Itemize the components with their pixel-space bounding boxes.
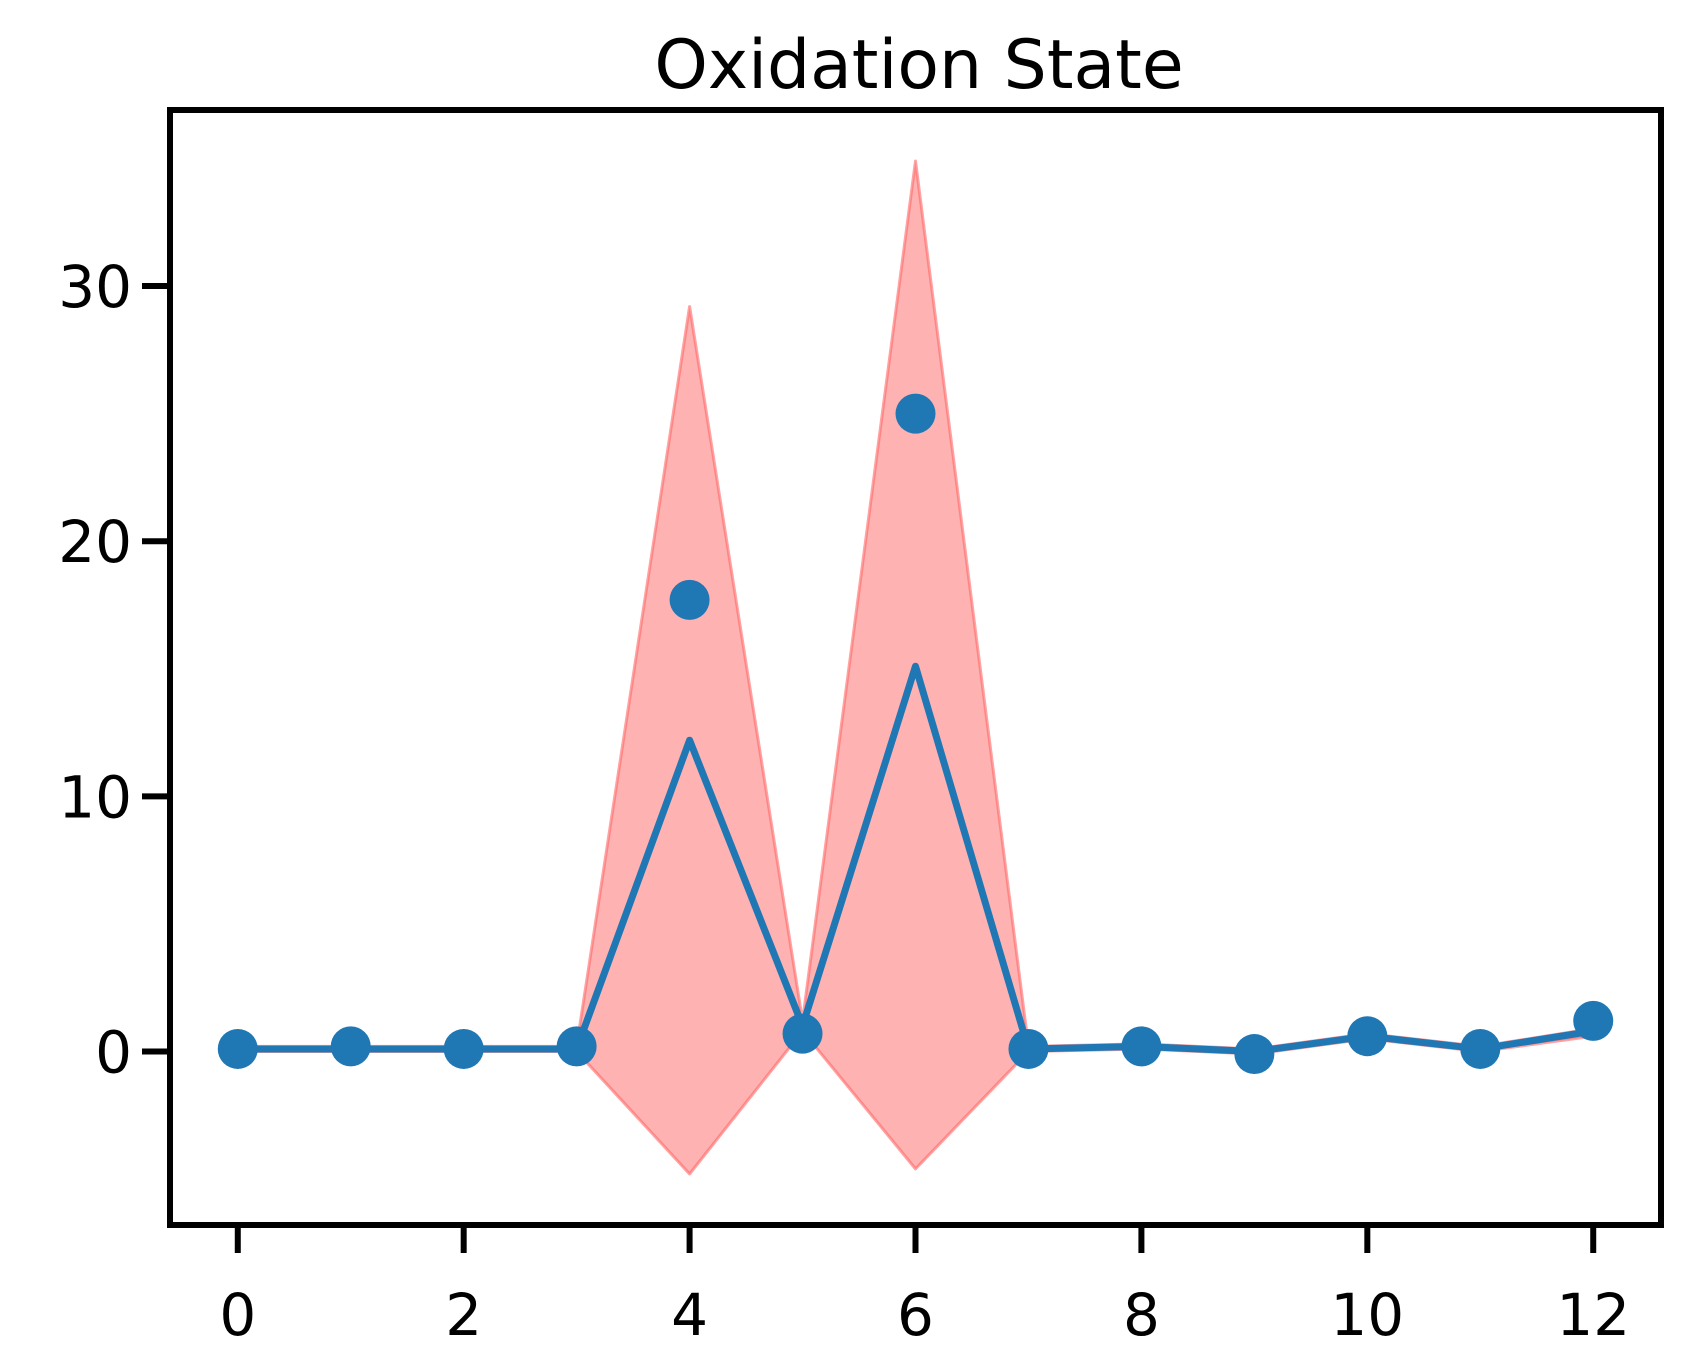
scatter-point: [1573, 1000, 1614, 1041]
x-tick-label: 4: [671, 1281, 708, 1349]
scatter-point: [1234, 1034, 1275, 1075]
x-tick-label: 0: [219, 1281, 256, 1349]
axis-ticks: 0 2 4 6 8 10 12 0 10 20 30: [58, 253, 1630, 1349]
y-tick-label: 10: [58, 763, 132, 831]
chart-title: Oxidation State: [654, 26, 1183, 105]
scatter-point: [1347, 1016, 1388, 1057]
scatter-point: [330, 1026, 371, 1067]
plot-area: [217, 159, 1614, 1176]
scatter-point: [1460, 1028, 1501, 1069]
scatter-point: [443, 1028, 484, 1069]
x-tick-label: 8: [1123, 1281, 1160, 1349]
scatter-point: [895, 393, 936, 434]
x-tick-label: 12: [1556, 1281, 1630, 1349]
scatter-point: [782, 1013, 823, 1054]
x-tick-label: 6: [897, 1281, 934, 1349]
scatter-point: [669, 579, 710, 620]
x-tick-label: 10: [1330, 1281, 1404, 1349]
scatter-point: [217, 1028, 258, 1069]
scatter-point: [1121, 1026, 1162, 1067]
y-tick-label: 0: [95, 1018, 132, 1086]
y-tick-label: 20: [58, 508, 132, 576]
scatter-point: [1008, 1028, 1049, 1069]
y-tick-label: 30: [58, 253, 132, 321]
scatter-point: [556, 1026, 597, 1067]
x-tick-label: 2: [445, 1281, 482, 1349]
